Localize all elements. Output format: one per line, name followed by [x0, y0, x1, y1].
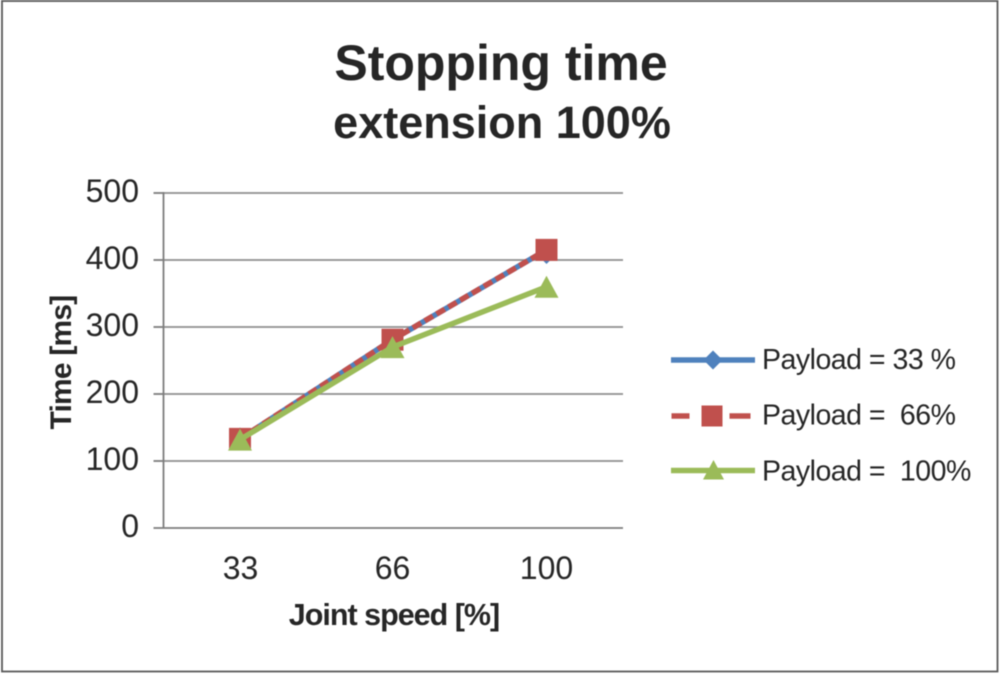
svg-text:500: 500 — [86, 173, 139, 209]
svg-text:400: 400 — [86, 240, 139, 276]
svg-text:0: 0 — [121, 508, 139, 544]
svg-text:extension 100%: extension 100% — [333, 97, 671, 148]
svg-text:100: 100 — [520, 550, 573, 586]
svg-text:300: 300 — [86, 307, 139, 343]
svg-text:200: 200 — [86, 374, 139, 410]
svg-text:Stopping time: Stopping time — [334, 35, 667, 91]
svg-text:Payload = 100%: Payload = 100% — [762, 456, 971, 488]
svg-text:Payload = 66%: Payload = 66% — [762, 400, 956, 432]
svg-text:Payload = 33 %: Payload = 33 % — [762, 344, 956, 376]
svg-text:33: 33 — [223, 550, 259, 586]
svg-text:Time [ms]: Time [ms] — [45, 296, 78, 430]
svg-text:100: 100 — [86, 441, 139, 477]
svg-text:66: 66 — [375, 550, 411, 586]
svg-text:Joint speed [%]: Joint speed [%] — [289, 598, 499, 632]
